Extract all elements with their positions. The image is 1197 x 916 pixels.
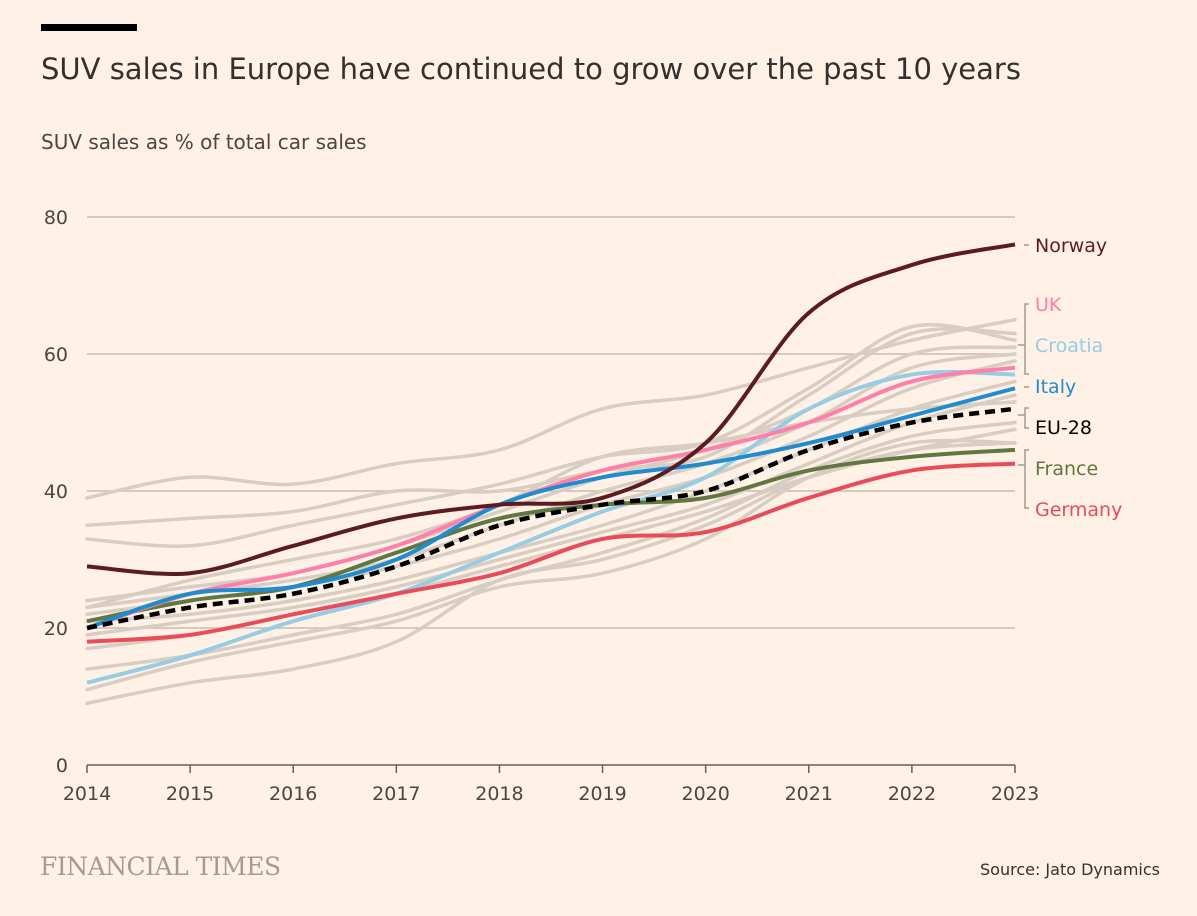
x-tick-label: 2022: [888, 783, 936, 805]
y-tick-label: 20: [44, 618, 68, 640]
chart-subtitle: SUV sales as % of total car sales: [41, 130, 367, 154]
series-label: Germany: [1035, 499, 1122, 521]
background-country-line: [85, 400, 1017, 610]
x-tick-label: 2015: [166, 783, 214, 805]
x-tick-label: 2023: [991, 783, 1039, 805]
series-line-france: [86, 447, 1016, 624]
series-label: UK: [1035, 294, 1062, 316]
background-country-line: [85, 393, 1017, 637]
series-label: Norway: [1035, 235, 1107, 257]
series-label: Croatia: [1035, 335, 1103, 357]
y-tick-label: 60: [44, 344, 68, 366]
brand-bar: [41, 24, 137, 31]
series-line-uk: [86, 365, 1016, 630]
x-tick-label: 2020: [681, 783, 729, 805]
series-line-croatia: [86, 370, 1016, 685]
background-country-line: [85, 322, 1017, 548]
series-label: France: [1035, 458, 1098, 480]
ft-logo: FINANCIAL TIMES: [40, 852, 281, 881]
y-tick-label: 40: [44, 481, 68, 503]
series-line-germany: [86, 461, 1016, 644]
background-country-line: [85, 352, 1017, 610]
x-tick-label: 2014: [63, 783, 111, 805]
label-bracket: [1018, 449, 1029, 509]
x-tick-label: 2019: [578, 783, 626, 805]
series-label: EU-28: [1035, 417, 1092, 439]
chart-title: SUV sales in Europe have continued to gr…: [41, 52, 1021, 86]
x-tick-label: 2018: [475, 783, 523, 805]
series-line-italy: [86, 386, 1016, 630]
x-tick-label: 2016: [269, 783, 317, 805]
y-tick-label: 0: [56, 755, 68, 777]
x-tick-label: 2017: [372, 783, 420, 805]
background-country-line: [85, 327, 1017, 527]
y-tick-label: 80: [44, 207, 68, 229]
label-bracket: [1018, 303, 1029, 375]
background-country-line: [85, 345, 1017, 603]
background-country-line: [85, 438, 1017, 692]
series-label: Italy: [1035, 376, 1076, 398]
x-tick-label: 2021: [785, 783, 833, 805]
source-note: Source: Jato Dynamics: [980, 860, 1160, 879]
series-line-norway: [86, 242, 1016, 576]
label-bracket: [1018, 407, 1029, 429]
series-line-eu-28: [86, 406, 1016, 631]
